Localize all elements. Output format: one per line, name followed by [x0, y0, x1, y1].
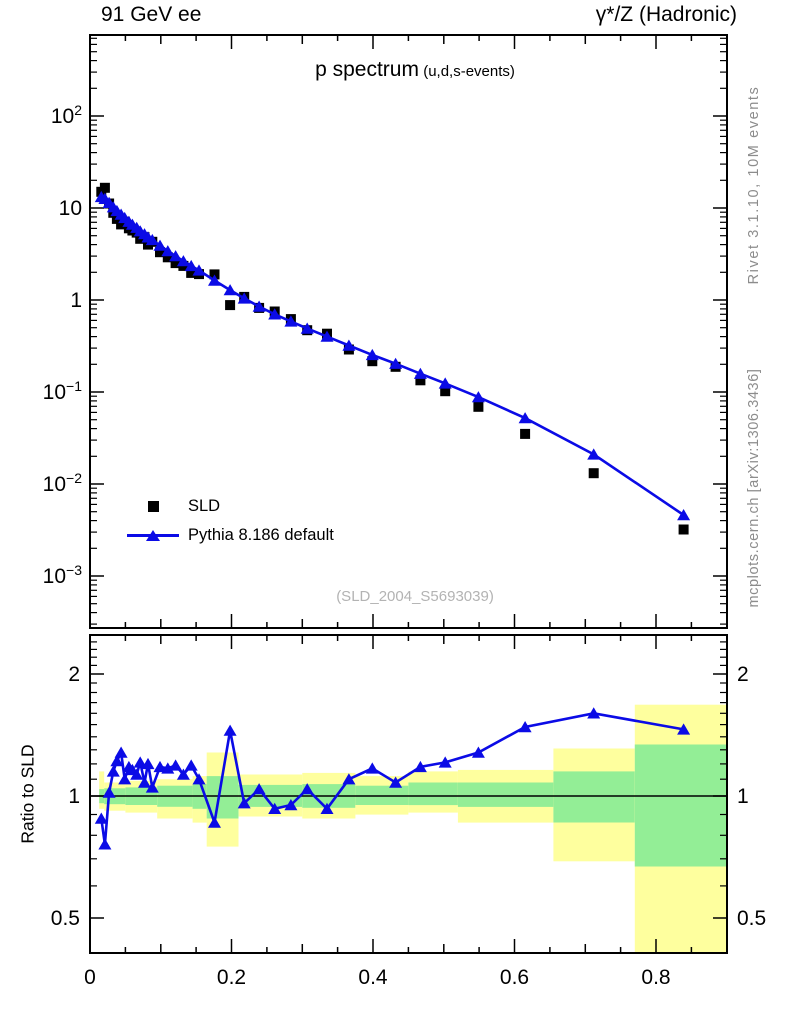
svg-text:1: 1 — [737, 785, 749, 808]
svg-text:2: 2 — [737, 663, 749, 686]
pythia-marker-cell — [122, 529, 184, 541]
process-label: γ*/Z (Hadronic) — [595, 3, 737, 26]
ratio-bands — [99, 704, 727, 953]
svg-text:10−2: 10−2 — [43, 470, 83, 496]
legend-label-pythia: Pythia 8.186 default — [188, 526, 334, 544]
rivet-version-note: Rivet 3.1.10, 10M events — [746, 85, 762, 285]
plot-title-sub: (u,d,s-events) — [423, 63, 515, 80]
svg-text:10−3: 10−3 — [43, 562, 83, 588]
x-axis-ticks — [124, 35, 693, 953]
svg-text:1: 1 — [68, 785, 80, 808]
beam-energy-label: 91 GeV ee — [101, 3, 202, 26]
svg-text:0.2: 0.2 — [217, 966, 246, 989]
pythia-triangle-icon — [146, 529, 160, 541]
mcplots-arxiv-note: mcplots.cern.ch [arXiv:1306.3436] — [746, 368, 762, 608]
ratio-axis-title: Ratio to SLD — [17, 744, 38, 844]
sld-marker-cell — [122, 501, 184, 512]
plot-title: p spectrum (u,d,s-events) — [315, 58, 515, 82]
svg-text:0: 0 — [84, 966, 96, 989]
frame-ratio — [89, 634, 728, 954]
plot-title-main: p spectrum — [315, 58, 419, 81]
ratio-series — [94, 707, 691, 850]
pythia-line-swatch — [127, 529, 179, 541]
svg-text:0.5: 0.5 — [51, 907, 80, 930]
svg-text:0.5: 0.5 — [737, 907, 766, 930]
legend-label-sld: SLD — [188, 497, 221, 515]
svg-text:1: 1 — [70, 289, 82, 312]
pythia-series — [94, 190, 691, 521]
svg-text:102: 102 — [51, 102, 82, 128]
svg-text:10: 10 — [59, 197, 82, 220]
legend: SLD Pythia 8.186 default — [122, 492, 382, 550]
analysis-id-watermark: (SLD_2004_S5693039) — [336, 588, 494, 605]
svg-text:0.4: 0.4 — [358, 966, 388, 989]
legend-row-sld: SLD — [122, 492, 382, 521]
ratio-y-ticks — [90, 641, 727, 919]
frame-main — [89, 34, 728, 629]
axis-labels: 102 10 1 10−1 10−2 10−3 2 2 1 1 0.5 0.5 0 0.2 0.4 0.6 0.… — [43, 102, 767, 989]
svg-text:0.8: 0.8 — [641, 966, 670, 989]
svg-text:2: 2 — [68, 663, 80, 686]
svg-text:10−1: 10−1 — [43, 378, 83, 404]
legend-row-pythia: Pythia 8.186 default — [122, 521, 382, 550]
svg-text:0.6: 0.6 — [500, 966, 529, 989]
sld-series — [96, 182, 689, 535]
sld-square-icon — [147, 501, 159, 512]
main-y-ticks — [90, 37, 727, 625]
